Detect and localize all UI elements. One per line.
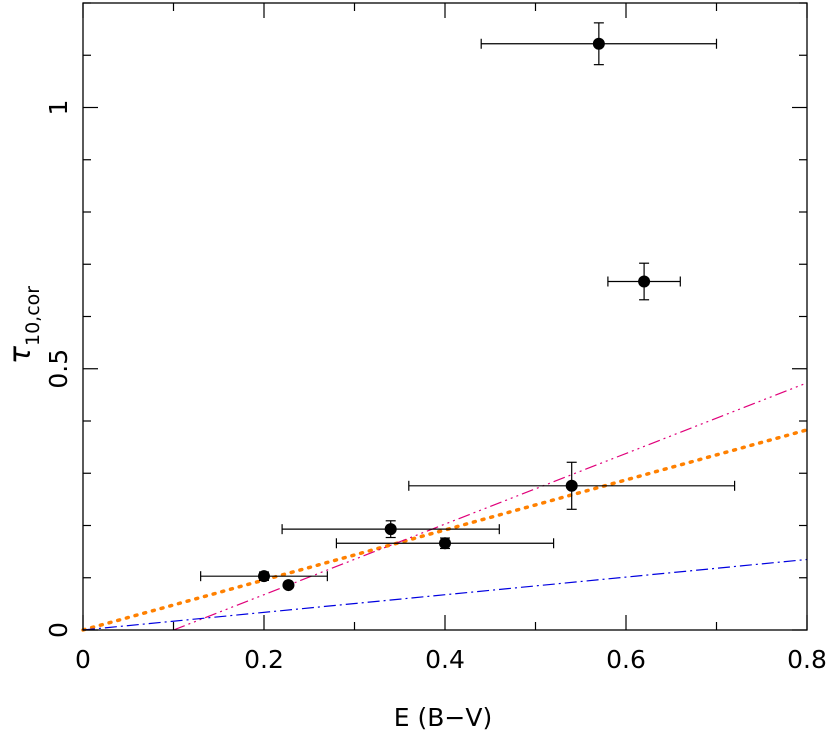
y-axis-label-main: τ xyxy=(3,345,38,364)
data-marker xyxy=(638,275,651,288)
y-tick-label: 0 xyxy=(44,622,73,638)
axis-ticks xyxy=(82,2,808,631)
data-point xyxy=(200,570,328,583)
x-tick-label: 0 xyxy=(75,645,91,674)
tick-labels: 0 0.2 0.4 0.6 0.8 0 0.5 1 xyxy=(44,100,827,674)
fit-lines xyxy=(81,382,809,632)
fit-line-dash-dot xyxy=(82,558,808,631)
x-axis-label: E (B−V) xyxy=(394,703,492,732)
data-point xyxy=(335,537,555,550)
fit-line-dot xyxy=(81,428,809,632)
data-point xyxy=(281,520,500,539)
data-marker xyxy=(282,579,295,592)
data-point xyxy=(480,22,718,66)
x-tick-label: 0.8 xyxy=(787,645,827,674)
y-axis-label: τ10,cor xyxy=(3,286,44,364)
data-marker xyxy=(592,37,605,50)
data-marker xyxy=(258,570,270,583)
y-axis-label-sub: 10,cor xyxy=(22,286,44,346)
y-tick-label: 0.5 xyxy=(44,349,73,389)
plot-frame xyxy=(82,2,808,631)
data-marker xyxy=(384,523,397,536)
data-points xyxy=(200,22,736,592)
data-marker xyxy=(565,479,578,492)
x-tick-label: 0.4 xyxy=(425,645,465,674)
fit-line-dash-dot-dot-dot xyxy=(173,382,808,631)
data-point xyxy=(408,461,736,510)
data-marker xyxy=(439,537,451,550)
y-tick-label: 1 xyxy=(44,100,73,116)
x-tick-label: 0.6 xyxy=(606,645,646,674)
data-point xyxy=(282,579,295,592)
data-point xyxy=(607,262,681,301)
x-tick-label: 0.2 xyxy=(244,645,284,674)
